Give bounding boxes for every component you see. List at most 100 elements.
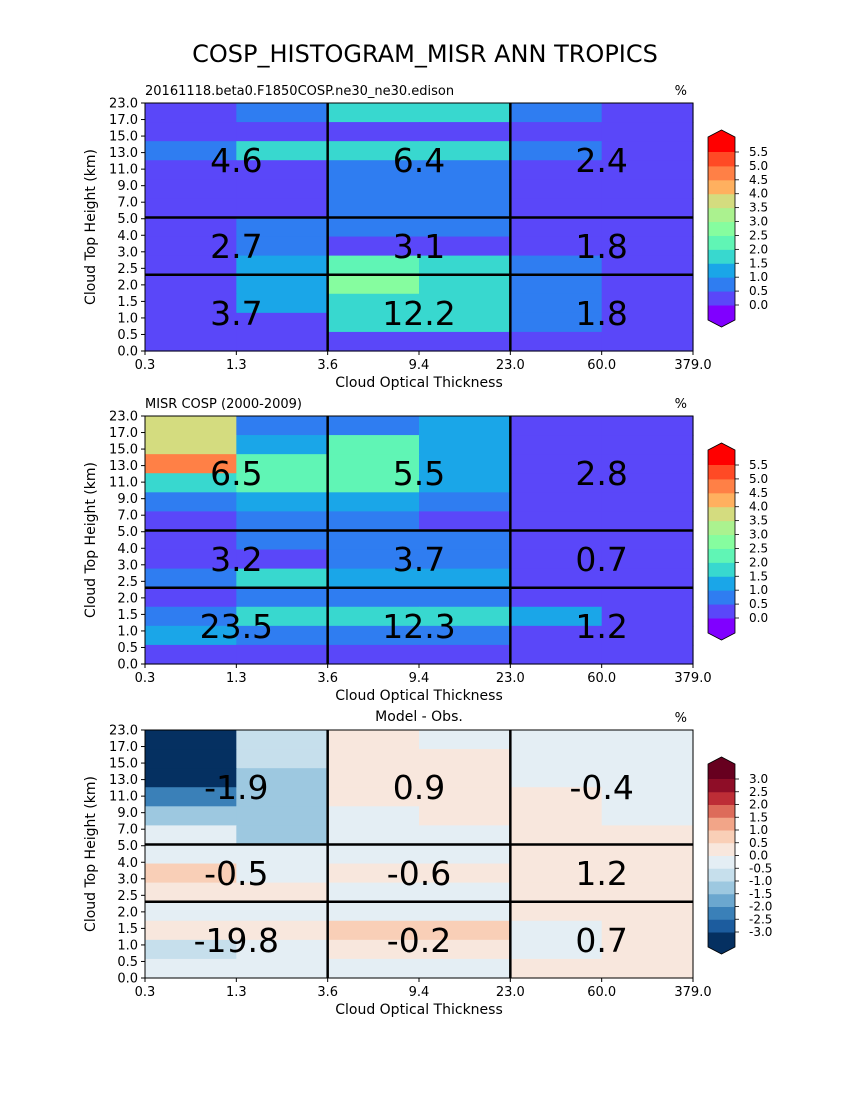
heatmap-cell [419, 768, 511, 788]
x-tick-label: 60.0 [587, 985, 616, 1000]
colorbar-tick-label: 4.0 [749, 187, 768, 201]
y-tick-label: 7.0 [117, 196, 138, 211]
y-tick-label: 9.0 [117, 492, 138, 507]
heatmap-cell [145, 293, 237, 314]
block-value-label: 0.9 [393, 768, 445, 807]
heatmap-cell [236, 511, 329, 532]
heatmap-cell [145, 473, 237, 493]
colorbar-segment [708, 855, 735, 869]
colorbar-segment [708, 165, 735, 181]
heatmap-cell [510, 882, 603, 903]
heatmap-cell [601, 122, 694, 142]
colorbar-segment [708, 235, 735, 250]
heatmap-cell [419, 454, 511, 474]
colorbar-segment [708, 465, 735, 480]
colorbar-segment [708, 207, 735, 223]
heatmap-cell [419, 141, 511, 161]
block-value-label: 6.5 [210, 454, 262, 493]
heatmap-cell [145, 179, 237, 199]
block-value-label: -0.2 [387, 921, 451, 960]
heatmap-cell [510, 730, 603, 750]
heatmap-cell [236, 549, 329, 570]
heatmap-cell [419, 730, 511, 750]
heatmap-cell [236, 568, 329, 589]
heatmap-cell [601, 274, 694, 295]
x-tick-label: 379.0 [674, 358, 711, 373]
heatmap-cell [510, 160, 603, 180]
heatmap-cell [236, 787, 329, 807]
heatmap-cell [236, 122, 329, 142]
heatmap-cell [601, 492, 694, 512]
heatmap-cell [145, 255, 237, 276]
heatmap-cell [601, 920, 694, 941]
colorbar-segment [708, 221, 735, 236]
heatmap-cell [510, 844, 603, 865]
colorbar-segment [708, 179, 735, 195]
heatmap-cell [327, 787, 420, 807]
y-tick-label: 2.0 [117, 278, 138, 293]
heatmap-cell [510, 901, 603, 922]
heatmap-cell [327, 274, 420, 295]
heatmap-cell [601, 787, 694, 807]
y-tick-label: 1.0 [117, 311, 138, 326]
x-tick-label: 379.0 [674, 671, 711, 686]
heatmap-cell [419, 236, 511, 257]
heatmap-cell [327, 473, 420, 493]
heatmap-cell [327, 730, 420, 750]
heatmap-cell [601, 217, 694, 238]
heatmap-cell [236, 160, 329, 180]
x-tick-label: 0.3 [135, 358, 156, 373]
panel-units: % [675, 711, 687, 726]
colorbar-tick-label: 0.5 [749, 597, 768, 611]
x-axis-label: Cloud Optical Thickness [335, 688, 503, 704]
colorbar-outline [707, 129, 736, 328]
y-tick-label: 1.0 [117, 624, 138, 639]
heatmap-cell [327, 511, 420, 532]
heatmap-cell [419, 920, 511, 941]
block-value-label: 12.2 [382, 294, 455, 333]
colorbar-tick-label: 3.0 [749, 528, 768, 542]
colorbar-tick-label: 5.0 [749, 472, 768, 486]
block-value-label: 2.8 [575, 454, 627, 493]
heatmap-cell [236, 644, 329, 665]
heatmap-cell [601, 882, 694, 903]
y-tick-label: 23.0 [109, 97, 138, 112]
heatmap-cell [419, 587, 511, 608]
y-tick-label: 5.0 [117, 212, 138, 227]
heatmap-cell [510, 587, 603, 608]
block-value-label: 0.7 [575, 921, 627, 960]
heatmap-cell [419, 122, 511, 142]
y-tick-label: 1.5 [117, 922, 138, 937]
heatmap-cell [419, 103, 511, 123]
x-tick-label: 1.3 [226, 358, 247, 373]
heatmap-cell [510, 625, 603, 646]
colorbar-extend-bottom [708, 305, 735, 327]
heatmap-cell [236, 103, 329, 123]
colorbar-segment [708, 881, 735, 895]
x-tick-label: 9.4 [409, 671, 430, 686]
panel-subtitle: 20161118.beta0.F1850COSP.ne30_ne30.ediso… [145, 84, 454, 99]
heatmap-cell [145, 331, 237, 352]
heatmap-cell [236, 274, 329, 295]
heatmap-cell [327, 103, 420, 123]
block-value-label: 3.1 [393, 227, 445, 266]
colorbar-extend-top [708, 443, 735, 465]
heatmap-cell [145, 730, 237, 750]
heatmap-cell [145, 606, 237, 627]
colorbar-segment [708, 249, 735, 264]
colorbar-extend-top [708, 757, 735, 779]
block-value-label: 5.5 [393, 454, 445, 493]
y-tick-label: 13.0 [109, 146, 138, 161]
heatmap-cell [601, 312, 694, 333]
heatmap-cell [601, 416, 694, 436]
heatmap-cell [145, 160, 237, 180]
heatmap-cell [236, 179, 329, 199]
heatmap-cell [601, 549, 694, 570]
heatmap-cell [236, 882, 329, 903]
heatmap-cell [327, 198, 420, 219]
panel-subtitle: MISR COSP (2000-2009) [145, 397, 302, 412]
y-tick-label: 1.5 [117, 608, 138, 623]
y-tick-label: 2.5 [117, 575, 138, 590]
colorbar-segment [708, 791, 735, 805]
heatmap-cell [601, 511, 694, 532]
